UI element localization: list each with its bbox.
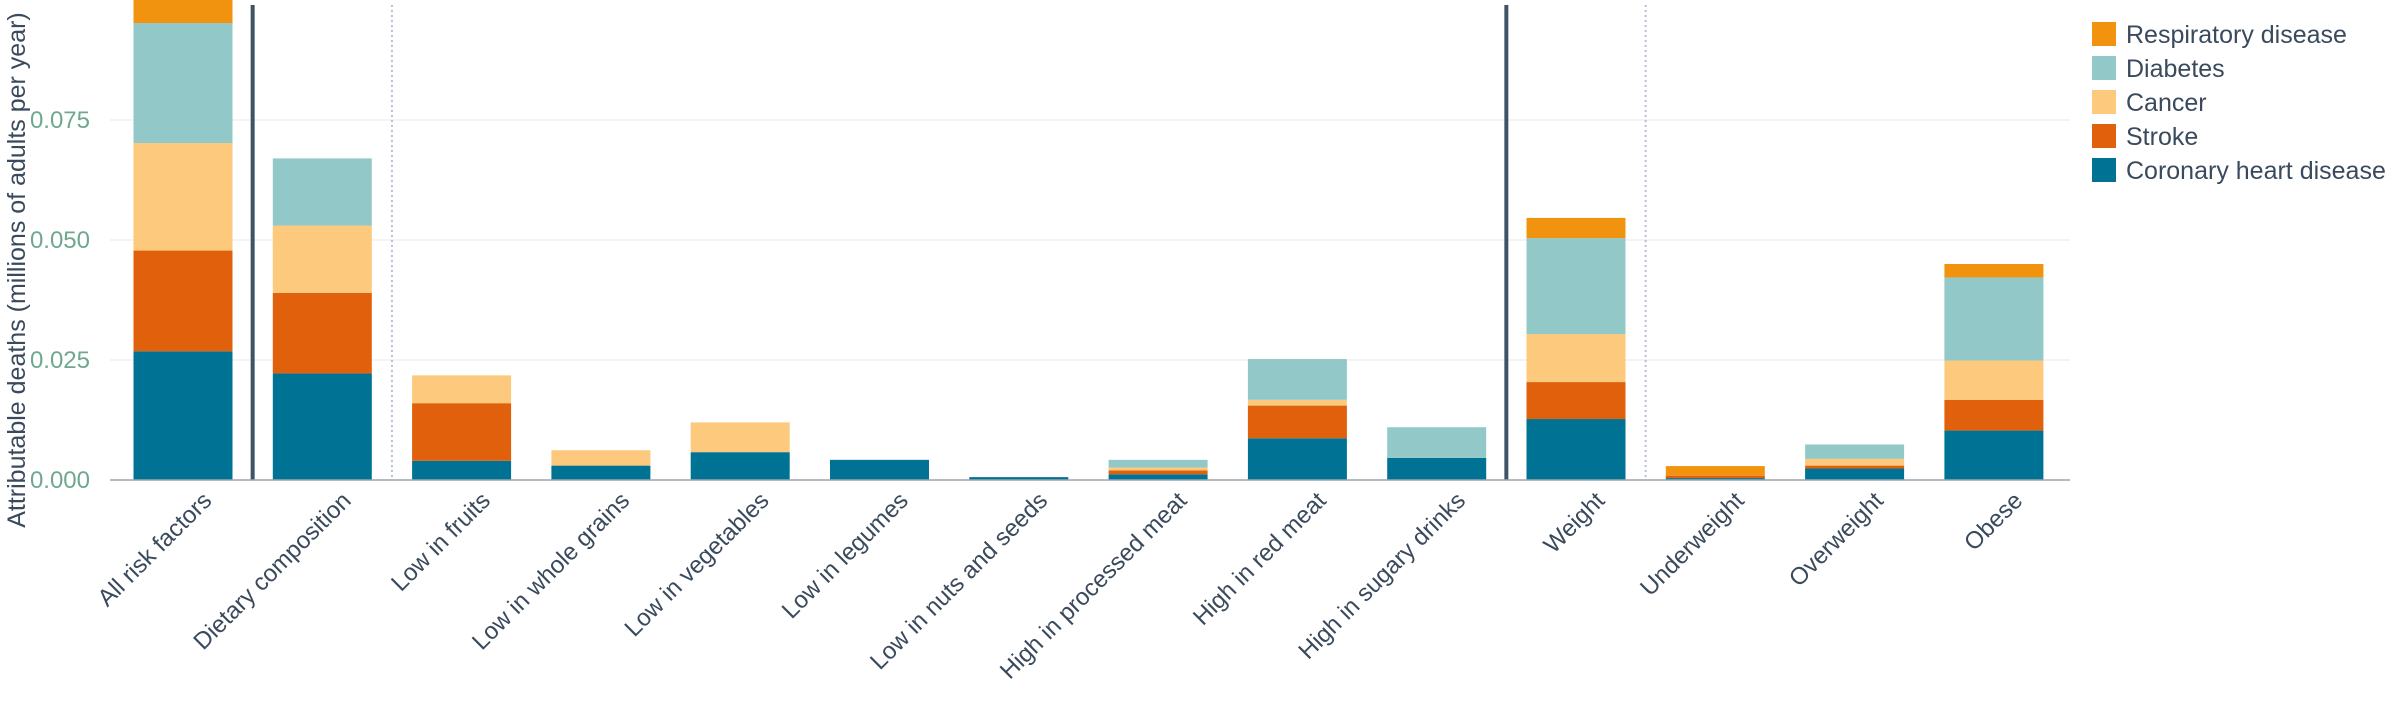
bar-segment	[1665, 466, 1765, 476]
bar-segment	[272, 292, 372, 374]
x-tick-label: Low in whole grains	[467, 487, 635, 655]
group-separators	[250, 5, 1647, 480]
x-tick-label: High in red meat	[1188, 487, 1332, 631]
bar-segment	[272, 158, 372, 226]
bar-segment	[690, 422, 790, 453]
x-tick-label: Low in legumes	[777, 487, 914, 624]
y-tick-label: 0.075	[30, 107, 90, 134]
bar-segment	[1387, 457, 1487, 480]
bar-segment	[969, 477, 1069, 480]
x-tick-label: Low in vegetables	[619, 487, 774, 642]
x-tick-label: Weight	[1539, 487, 1611, 559]
bar-segment	[1805, 444, 1905, 459]
x-tick-label: Overweight	[1784, 487, 1889, 592]
bar-segment	[1108, 459, 1208, 468]
bar-segment	[133, 0, 233, 24]
bar-segment	[133, 23, 233, 144]
bar-segment	[1247, 399, 1347, 406]
bar-segment	[412, 460, 512, 480]
bar-segment	[1944, 430, 2044, 480]
bar-segment	[1526, 238, 1626, 335]
bar-segment	[1805, 465, 1905, 469]
bar-segment	[1944, 277, 2044, 361]
bar-segment	[1526, 217, 1626, 239]
x-tick-label: Underweight	[1635, 487, 1750, 602]
x-tick-label: Low in fruits	[386, 487, 496, 597]
legend-label: Respiratory disease	[2126, 21, 2347, 49]
bar-segment	[1944, 360, 2044, 400]
legend-label: Diabetes	[2126, 55, 2225, 83]
y-tick-label: 0.025	[30, 347, 90, 374]
bar-segment	[1944, 264, 2044, 278]
bar-segment	[1805, 458, 1905, 466]
bar-segment	[1526, 419, 1626, 480]
bar-segment	[1247, 438, 1347, 480]
legend-label: Cancer	[2126, 89, 2207, 117]
legend: Respiratory disease Diabetes Cancer Stroke C…	[2092, 21, 2386, 185]
bar-segment	[1665, 475, 1765, 479]
bar-segment	[1247, 359, 1347, 400]
bar-segment	[1247, 405, 1347, 439]
bar-segment	[1665, 478, 1765, 480]
bars	[133, 0, 2044, 480]
bar-segment	[133, 143, 233, 251]
bar-segment	[412, 375, 512, 404]
y-axis-title: Attributable deaths (millions of adults …	[3, 12, 31, 528]
legend-swatch	[2092, 90, 2116, 114]
bar-segment	[133, 351, 233, 480]
legend-label: Stroke	[2126, 123, 2198, 151]
gridlines	[110, 119, 2070, 361]
bar-segment	[1387, 427, 1487, 458]
bar-segment	[1108, 474, 1208, 480]
legend-swatch	[2092, 158, 2116, 182]
bar-segment	[1805, 468, 1905, 480]
bar-segment	[133, 250, 233, 352]
y-tick-label: 0.050	[30, 227, 90, 254]
bar-segment	[1944, 399, 2044, 431]
bar-segment	[830, 459, 929, 480]
legend-label: Coronary heart disease	[2126, 157, 2386, 185]
bar-segment	[1108, 467, 1208, 471]
bar-segment	[272, 373, 372, 480]
bar-segment	[1526, 382, 1626, 420]
x-tick-label: Dietary composition	[188, 487, 356, 655]
bar-segment	[690, 452, 790, 480]
bar-segment	[551, 450, 651, 466]
x-tick-label: Obese	[1959, 487, 2028, 556]
legend-swatch	[2092, 22, 2116, 46]
bar-segment	[272, 225, 372, 293]
legend-swatch	[2092, 56, 2116, 80]
bar-segment	[412, 403, 512, 461]
bar-segment	[1108, 470, 1208, 475]
y-tick-label: 0.000	[30, 467, 90, 494]
bar-segment	[1526, 334, 1626, 383]
bar-segment	[551, 465, 651, 480]
legend-swatch	[2092, 124, 2116, 148]
x-tick-label: All risk factors	[93, 487, 218, 612]
